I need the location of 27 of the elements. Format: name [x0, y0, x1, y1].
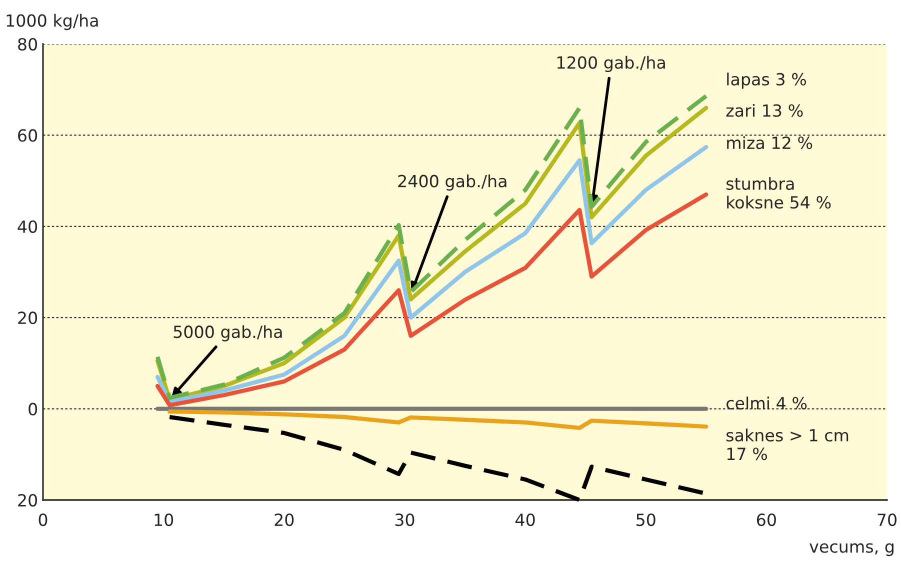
line-series [168, 409, 708, 430]
x-tick-label: 70 [878, 513, 896, 526]
x-tick-label: 10 [154, 513, 174, 526]
x-tick-label: 40 [515, 513, 535, 526]
series-label: celmi 4 % [726, 396, 807, 410]
x-axis-title: vecums, g [810, 543, 894, 556]
y-tick-label: 20 [18, 312, 38, 324]
series-label: stumbra koksne 54 % [726, 177, 831, 209]
y-tick-label: 80 [18, 38, 38, 51]
y-tick-label: 20 [18, 494, 38, 507]
annotation: 2400 gab./ha [398, 174, 506, 191]
x-tick-label: 30 [395, 513, 414, 526]
y-tick-label: 0 [28, 402, 38, 416]
annotation: 5000 gab./ha [174, 325, 282, 342]
series-label: zari 13 % [726, 104, 803, 117]
x-tick-label: 20 [274, 513, 294, 526]
series-label: saknes > 1 cm 17 % [726, 428, 848, 460]
series-label: lapas 3 % [727, 72, 806, 89]
series-label: miza 12 % [727, 136, 812, 150]
annotation: 1200 gab./ha [557, 56, 665, 72]
y-axis-title: 1000 kg/ha [6, 14, 98, 30]
x-tick-label: 0 [38, 513, 48, 526]
line-series [155, 192, 708, 408]
x-tick-label: 60 [756, 513, 776, 526]
y-tick-label: 60 [18, 129, 38, 142]
y-tick-label: 40 [18, 220, 38, 233]
x-tick-label: 50 [636, 513, 656, 526]
